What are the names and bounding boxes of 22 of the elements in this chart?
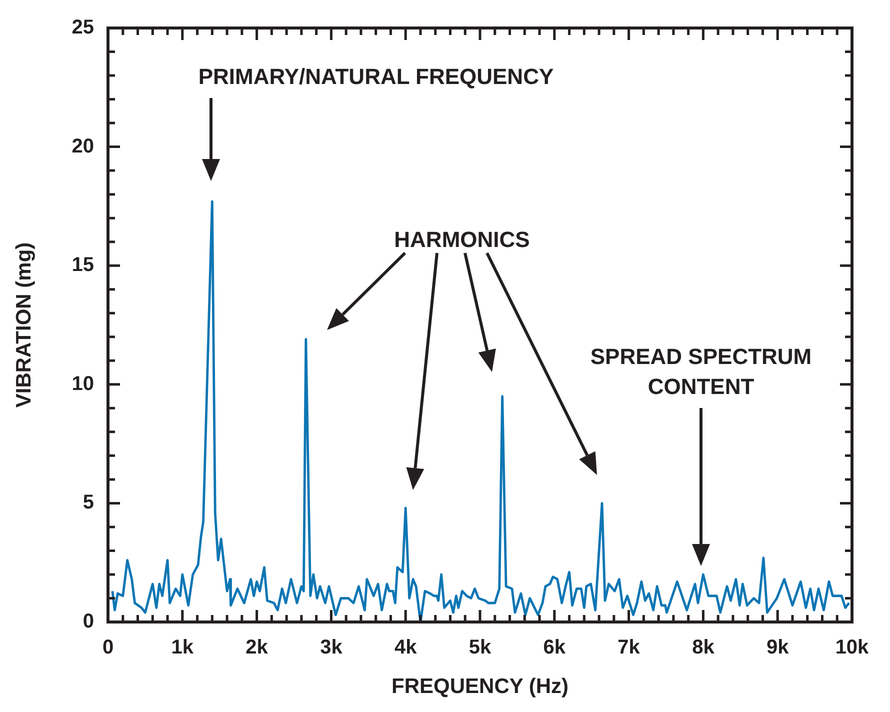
y-axis-title: VIBRATION (mg): [12, 242, 36, 408]
x-tick-label: 8k: [692, 636, 716, 659]
annotation: PRIMARY/NATURAL FREQUENCY: [197, 63, 555, 91]
x-axis-title: FREQUENCY (Hz): [392, 675, 568, 698]
annotation: SPREAD SPECTRUM CONTENT: [589, 343, 813, 401]
x-tick-label: 2k: [246, 636, 269, 659]
y-tick-label: 10: [72, 372, 94, 395]
y-tick-label: 15: [72, 254, 94, 276]
x-tick-label: 4k: [394, 636, 418, 659]
y-tick-label: 5: [82, 492, 94, 514]
x-tick-label: 7k: [618, 636, 641, 659]
annotation: HARMONICS: [393, 226, 531, 254]
x-tick-label: 0: [102, 636, 114, 659]
x-tick-label: 10k: [835, 636, 870, 659]
x-tick-label: 5k: [468, 636, 492, 659]
x-tick-label: 3k: [320, 636, 344, 659]
x-tick-label: 6k: [543, 636, 566, 659]
y-tick-label: 25: [72, 16, 94, 39]
x-tick-label: 9k: [766, 636, 790, 659]
y-tick-label: 20: [72, 135, 94, 158]
x-tick-label: 1k: [171, 636, 194, 659]
y-tick-label: 0: [82, 610, 94, 633]
